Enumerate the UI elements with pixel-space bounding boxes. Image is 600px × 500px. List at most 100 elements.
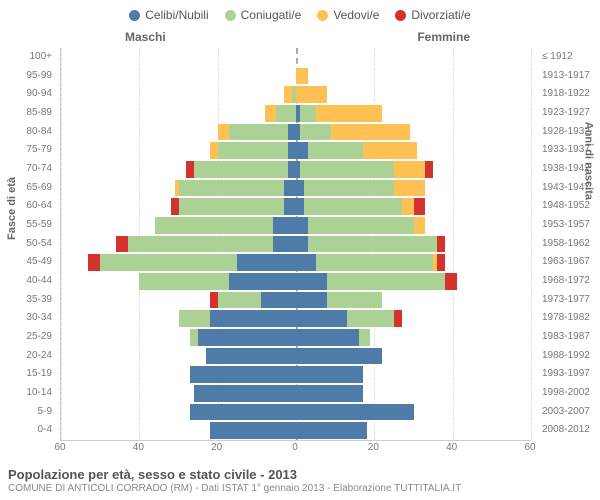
bar-segment-f <box>296 273 327 290</box>
y-axis-years: ≤ 19121913-19171918-19221923-19271928-19… <box>538 48 600 440</box>
bar-segment-f <box>296 310 347 327</box>
bar-segment-m <box>88 254 100 271</box>
y-tick-year: 1978-1982 <box>542 309 600 328</box>
bar-segment-f <box>331 124 409 141</box>
pyramid-row <box>61 160 531 179</box>
y-tick-age: 35-39 <box>0 291 52 310</box>
bar-segment-m <box>276 105 296 122</box>
y-tick-year: 1983-1987 <box>542 328 600 347</box>
bar-segment-f <box>327 292 382 309</box>
bar-segment-f <box>296 142 308 159</box>
y-tick-age: 40-44 <box>0 272 52 291</box>
y-tick-year: 1933-1937 <box>542 141 600 160</box>
bar-segment-m <box>229 273 296 290</box>
bar-segment-m <box>288 142 296 159</box>
y-tick-year: 1913-1917 <box>542 67 600 86</box>
bar-segment-f <box>304 180 394 197</box>
bar-segment-f <box>308 142 363 159</box>
bar-segment-f <box>296 329 359 346</box>
bar-segment-m <box>210 310 296 327</box>
bar-segment-m <box>179 198 285 215</box>
y-tick-age: 5-9 <box>0 403 52 422</box>
legend-item: Coniugati/e <box>225 8 302 22</box>
legend-swatch <box>395 10 406 21</box>
label-females: Femmine <box>417 30 470 44</box>
pyramid-row <box>61 179 531 198</box>
pyramid-row <box>61 216 531 235</box>
footer: Popolazione per età, sesso e stato civil… <box>8 467 592 494</box>
y-tick-age: 30-34 <box>0 309 52 328</box>
pyramid-row <box>61 235 531 254</box>
chart-title: Popolazione per età, sesso e stato civil… <box>8 467 592 482</box>
pyramid-row <box>61 384 531 403</box>
y-tick-age: 95-99 <box>0 67 52 86</box>
bar-segment-m <box>171 198 179 215</box>
bar-segment-f <box>296 385 363 402</box>
bar-segment-f <box>296 366 363 383</box>
bar-segment-f <box>363 142 418 159</box>
y-tick-year: ≤ 1912 <box>542 48 600 67</box>
pyramid-row <box>61 67 531 86</box>
pyramid-row <box>61 141 531 160</box>
bar-segment-m <box>139 273 229 290</box>
legend-swatch <box>129 10 140 21</box>
legend-swatch <box>225 10 236 21</box>
bar-segment-f <box>425 161 433 178</box>
bar-segment-f <box>300 161 394 178</box>
bar-segment-m <box>194 385 296 402</box>
y-tick-age: 10-14 <box>0 384 52 403</box>
bar-segment-f <box>327 273 445 290</box>
bar-segment-m <box>218 124 230 141</box>
y-tick-age: 50-54 <box>0 235 52 254</box>
bar-segment-f <box>296 348 382 365</box>
pyramid-row <box>61 291 531 310</box>
bar-segment-m <box>218 142 289 159</box>
bar-segment-m <box>288 161 296 178</box>
bar-segment-m <box>218 292 261 309</box>
legend-label: Celibi/Nubili <box>145 8 208 22</box>
y-tick-age: 65-69 <box>0 179 52 198</box>
bar-segment-f <box>296 404 414 421</box>
legend-item: Celibi/Nubili <box>129 8 208 22</box>
bar-segment-f <box>296 292 327 309</box>
bar-segment-f <box>296 180 304 197</box>
bar-segment-m <box>237 254 296 271</box>
x-tick: 40 <box>446 442 457 453</box>
y-tick-year: 1943-1947 <box>542 179 600 198</box>
pyramid-row <box>61 365 531 384</box>
pyramid-row <box>61 272 531 291</box>
y-tick-year: 1953-1957 <box>542 216 600 235</box>
bar-segment-f <box>300 105 316 122</box>
y-tick-age: 55-59 <box>0 216 52 235</box>
pyramid-row <box>61 347 531 366</box>
bar-segment-f <box>296 198 304 215</box>
y-tick-age: 85-89 <box>0 104 52 123</box>
x-tick: 60 <box>524 442 535 453</box>
legend-label: Coniugati/e <box>241 8 302 22</box>
bar-segment-f <box>394 310 402 327</box>
bar-segment-f <box>296 68 308 85</box>
pyramid-row <box>61 104 531 123</box>
bar-segment-m <box>229 124 288 141</box>
chart-subtitle: COMUNE DI ANTICOLI CORRADO (RM) - Dati I… <box>8 483 592 494</box>
y-tick-age: 45-49 <box>0 253 52 272</box>
legend-item: Vedovi/e <box>317 8 379 22</box>
y-tick-year: 1988-1992 <box>542 347 600 366</box>
y-tick-year: 1963-1967 <box>542 253 600 272</box>
y-tick-age: 75-79 <box>0 141 52 160</box>
bar-segment-f <box>347 310 394 327</box>
y-tick-year: 1993-1997 <box>542 365 600 384</box>
y-tick-year: 2008-2012 <box>542 421 600 440</box>
legend-label: Divorziati/e <box>411 8 470 22</box>
y-tick-age: 25-29 <box>0 328 52 347</box>
bar-segment-f <box>402 198 414 215</box>
legend-label: Vedovi/e <box>333 8 379 22</box>
bar-segment-m <box>288 124 296 141</box>
bar-segment-f <box>296 254 316 271</box>
bar-segment-f <box>308 236 437 253</box>
bar-segment-m <box>210 142 218 159</box>
bar-segment-f <box>308 217 414 234</box>
bar-segment-f <box>394 161 425 178</box>
y-tick-age: 100+ <box>0 48 52 67</box>
y-tick-year: 1918-1922 <box>542 85 600 104</box>
